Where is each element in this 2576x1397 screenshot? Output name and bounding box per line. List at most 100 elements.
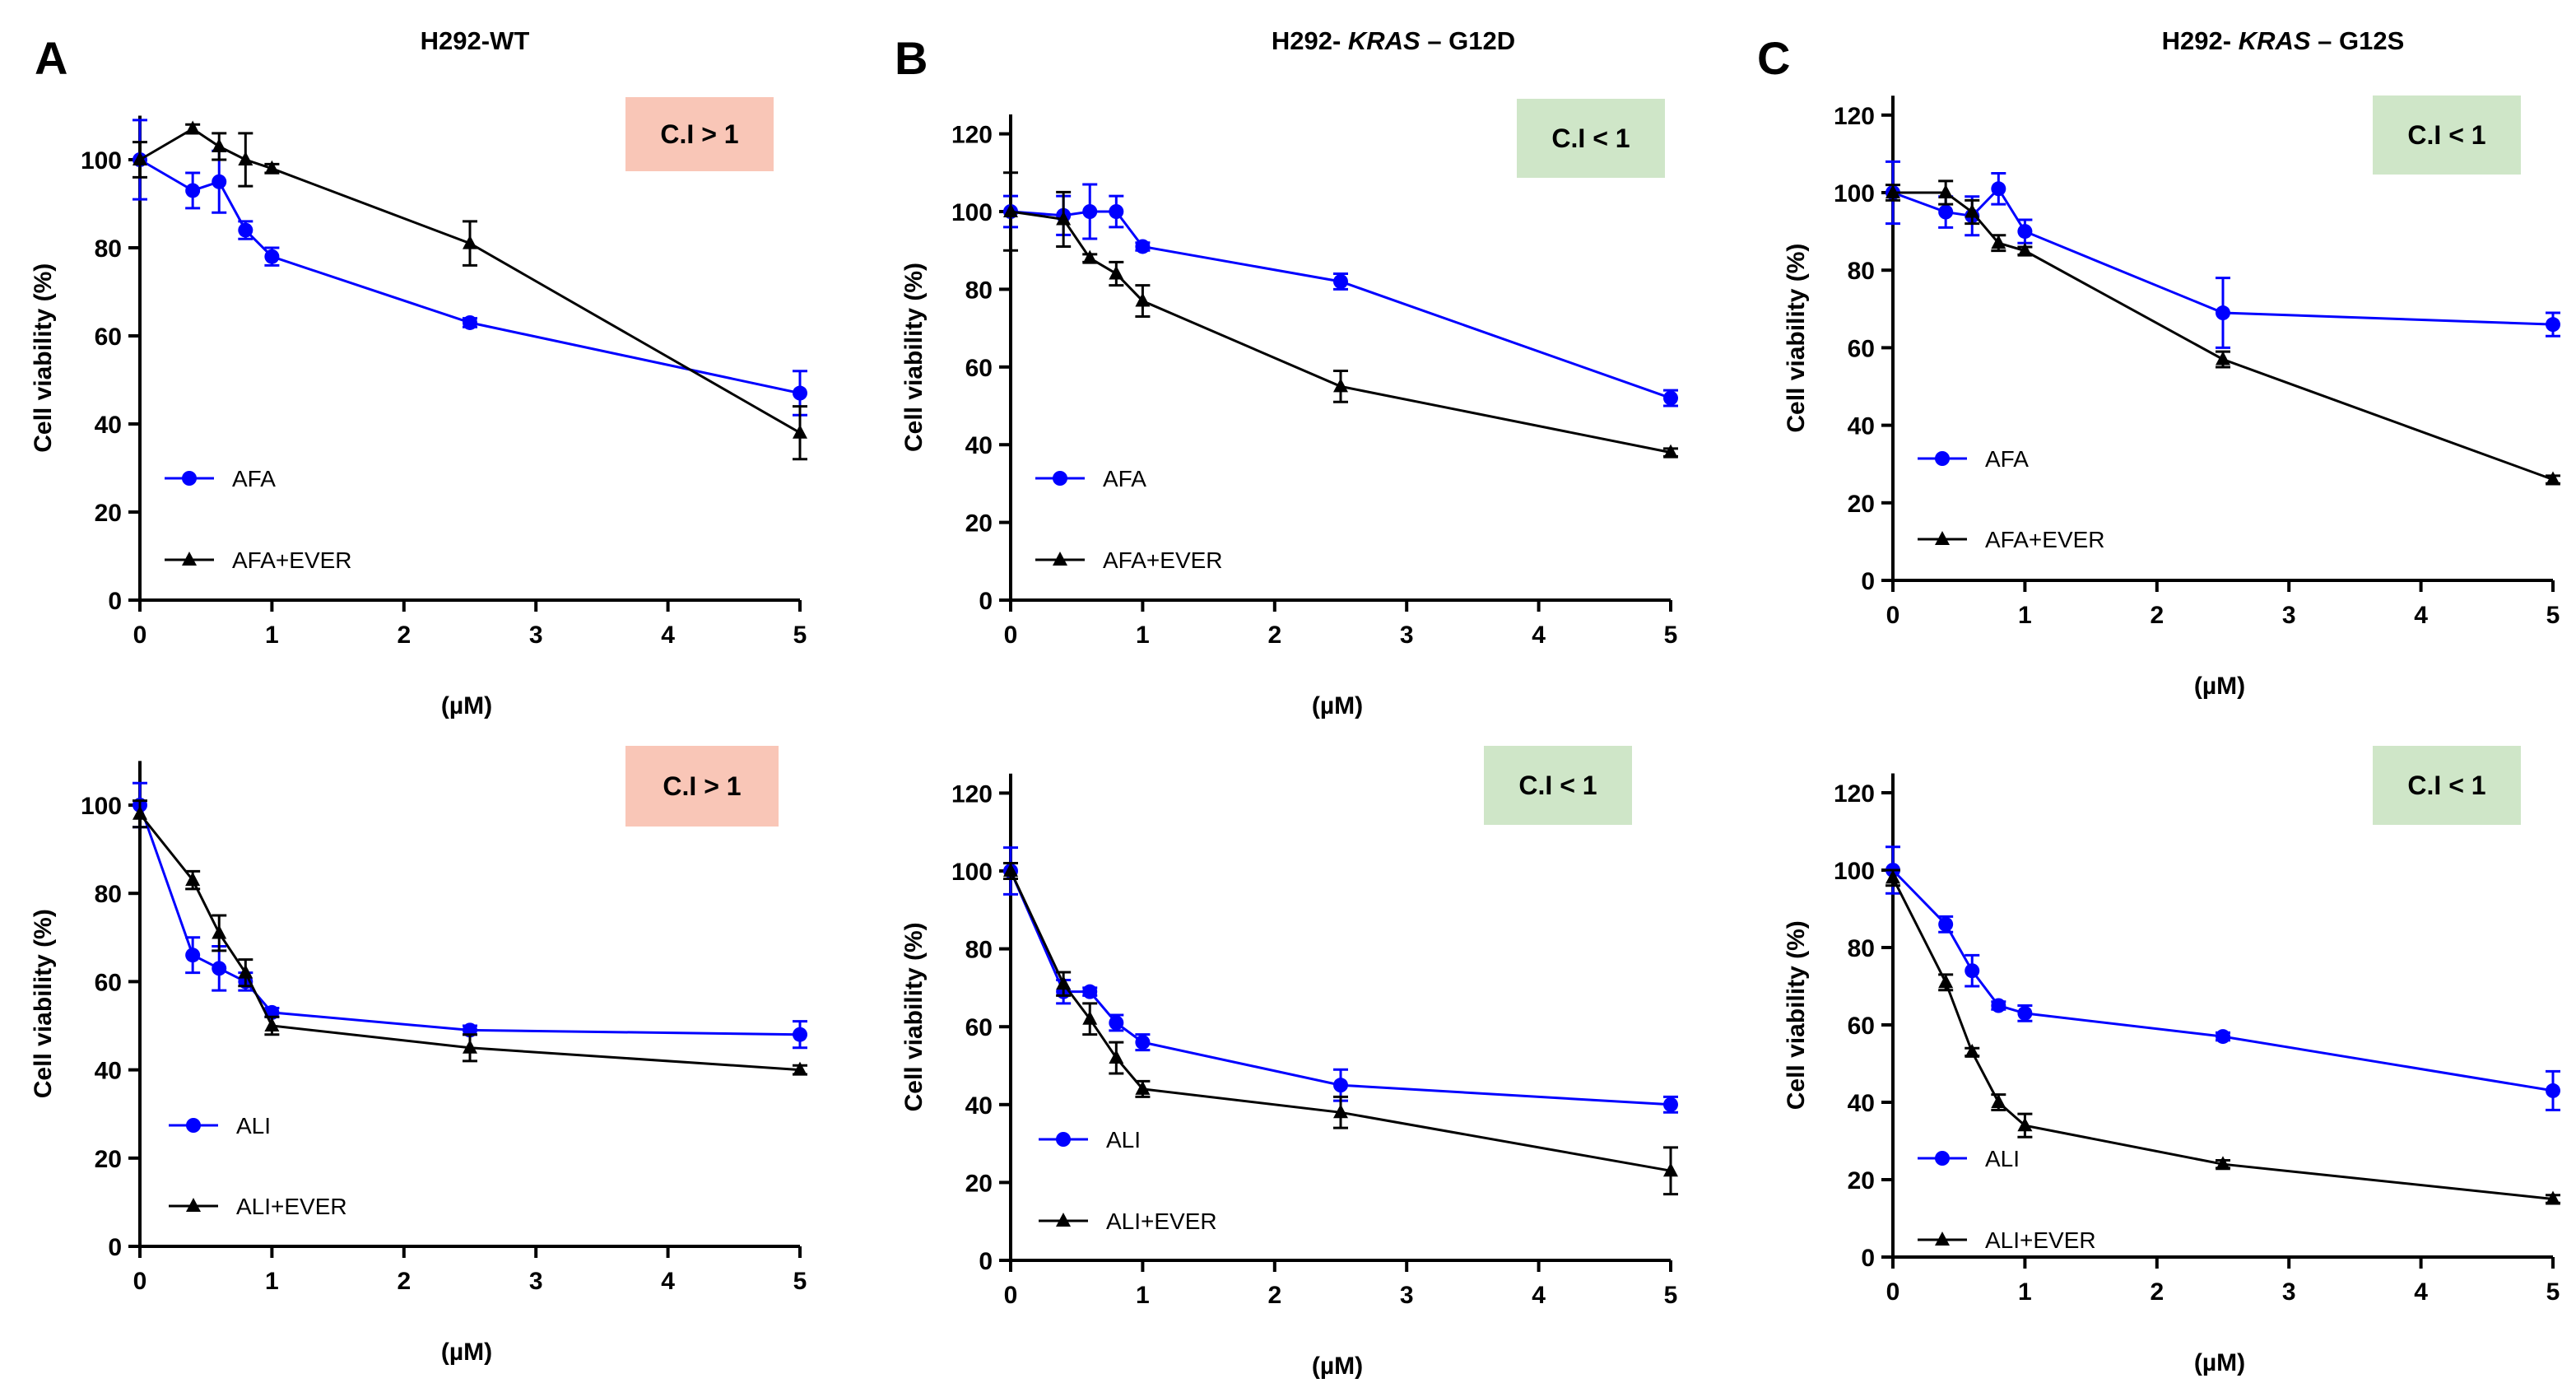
legend-marker — [1056, 1213, 1071, 1227]
data-point — [1109, 260, 1124, 287]
y-axis-title: Cell viability (%) — [900, 922, 928, 1111]
y-tick-label: 60 — [1848, 335, 1875, 362]
ci-badge — [1484, 746, 1632, 825]
data-point — [2546, 311, 2560, 338]
x-tick-label: 3 — [2282, 1278, 2296, 1306]
marker-circle — [793, 385, 807, 401]
x-axis-title: (µM) — [1312, 1353, 1363, 1380]
x-tick-label: 0 — [1004, 1282, 1018, 1309]
y-tick-label: 20 — [965, 1170, 993, 1197]
data-point — [1938, 915, 1954, 934]
x-axis-title: (µM) — [441, 1339, 492, 1366]
panel-letter-a: A — [35, 32, 67, 84]
series-combination — [133, 120, 807, 461]
legend-entry: AFA+EVER — [1918, 527, 2105, 552]
x-axis-title: (µM) — [1312, 692, 1363, 719]
y-axis-title: Cell viability (%) — [30, 909, 57, 1098]
marker-triangle — [1991, 1094, 2006, 1108]
legend-marker — [186, 1118, 201, 1133]
x-tick-label: 4 — [2414, 602, 2428, 629]
marker-triangle — [1003, 863, 1018, 877]
marker-circle — [1663, 1097, 1678, 1112]
y-tick-label: 40 — [965, 1092, 993, 1120]
legend-label: AFA+EVER — [1985, 527, 2105, 552]
legend-label: ALI+EVER — [1106, 1208, 1217, 1234]
legend-label: AFA — [232, 466, 276, 491]
data-point — [1109, 194, 1124, 229]
y-tick-label: 0 — [979, 588, 993, 615]
x-tick-label: 5 — [2546, 602, 2560, 629]
x-axis-title: (µM) — [2194, 1349, 2245, 1376]
data-point — [2017, 1112, 2033, 1139]
marker-triangle — [1965, 1043, 1980, 1058]
x-tick-label: 0 — [133, 1268, 147, 1295]
marker-triangle — [264, 1017, 280, 1031]
series-combination — [1003, 862, 1678, 1196]
series-combination — [1886, 868, 2560, 1205]
chart-panel-0: C.I > 1 H292-WT 0 20 40 60 80 100 0 1 2 3 4 5 (µM) Cell… — [30, 26, 807, 719]
chart-panel-5: C.I < 1 0 20 40 60 80 100 120 0 1 2 3 4 5 (µM) Cell via… — [1783, 746, 2560, 1376]
ci-badge-label: C.I < 1 — [2407, 771, 2485, 800]
ci-badge — [625, 97, 774, 171]
data-point — [2546, 471, 2560, 486]
x-tick-label: 3 — [529, 1268, 543, 1295]
data-point — [1938, 973, 1954, 992]
x-tick-label: 3 — [529, 622, 543, 649]
y-tick-label: 40 — [1848, 1090, 1875, 1117]
marker-triangle — [1333, 1104, 1348, 1119]
data-point — [2546, 1069, 2560, 1111]
y-tick-label: 120 — [951, 122, 993, 149]
x-tick-label: 5 — [2546, 1278, 2560, 1306]
data-point — [238, 220, 253, 240]
marker-triangle — [238, 151, 253, 165]
marker-triangle — [238, 964, 253, 979]
y-tick-label: 100 — [951, 859, 993, 886]
legend-entry: AFA+EVER — [165, 547, 352, 573]
data-point — [1082, 183, 1098, 240]
panel-title-suffix: – G12S — [2311, 26, 2405, 55]
marker-circle — [238, 222, 253, 238]
chart-panel-2: C.I < 1 H292- KRAS – G12S 0 20 40 60 80 100 120 0… — [1783, 26, 2560, 700]
data-point — [264, 246, 280, 267]
data-point — [1663, 389, 1678, 407]
data-point — [1663, 1095, 1678, 1114]
ci-badge — [2373, 746, 2521, 825]
marker-circle — [1109, 1015, 1124, 1031]
marker-circle — [185, 948, 201, 963]
data-point — [1938, 179, 1954, 206]
panel-title-prefix: H292- — [2162, 26, 2239, 55]
marker-triangle — [1056, 211, 1072, 226]
data-point — [185, 936, 201, 975]
marker-circle — [463, 314, 477, 330]
marker-circle — [1135, 239, 1151, 254]
panel-letter-c: C — [1757, 32, 1790, 84]
marker-circle — [1333, 273, 1348, 289]
data-point — [1663, 444, 1678, 459]
marker-triangle — [793, 424, 807, 439]
legend-marker — [1053, 552, 1067, 566]
y-tick-label: 120 — [951, 780, 993, 808]
data-point — [1991, 998, 2006, 1013]
y-tick-label: 60 — [965, 1014, 993, 1041]
marker-triangle — [1886, 184, 1900, 198]
legend-marker — [1053, 471, 1067, 486]
data-point — [793, 1061, 807, 1076]
data-point — [2017, 242, 2033, 257]
data-point — [185, 171, 201, 210]
y-tick-label: 60 — [965, 355, 993, 382]
x-tick-label: 5 — [793, 1268, 807, 1295]
marker-triangle — [2017, 1117, 2033, 1132]
x-tick-label: 3 — [1400, 622, 1414, 649]
legend-entry: AFA — [1918, 446, 2029, 472]
marker-triangle — [2216, 351, 2230, 366]
data-point — [1109, 1013, 1124, 1032]
data-point — [1056, 190, 1072, 248]
data-point — [1135, 1033, 1151, 1052]
data-point — [1082, 1002, 1098, 1036]
marker-circle — [1991, 998, 2006, 1013]
marker-triangle — [1109, 1050, 1124, 1064]
data-point — [463, 220, 477, 267]
y-tick-label: 0 — [108, 588, 122, 615]
marker-triangle — [133, 805, 147, 820]
marker-circle — [793, 1027, 807, 1042]
